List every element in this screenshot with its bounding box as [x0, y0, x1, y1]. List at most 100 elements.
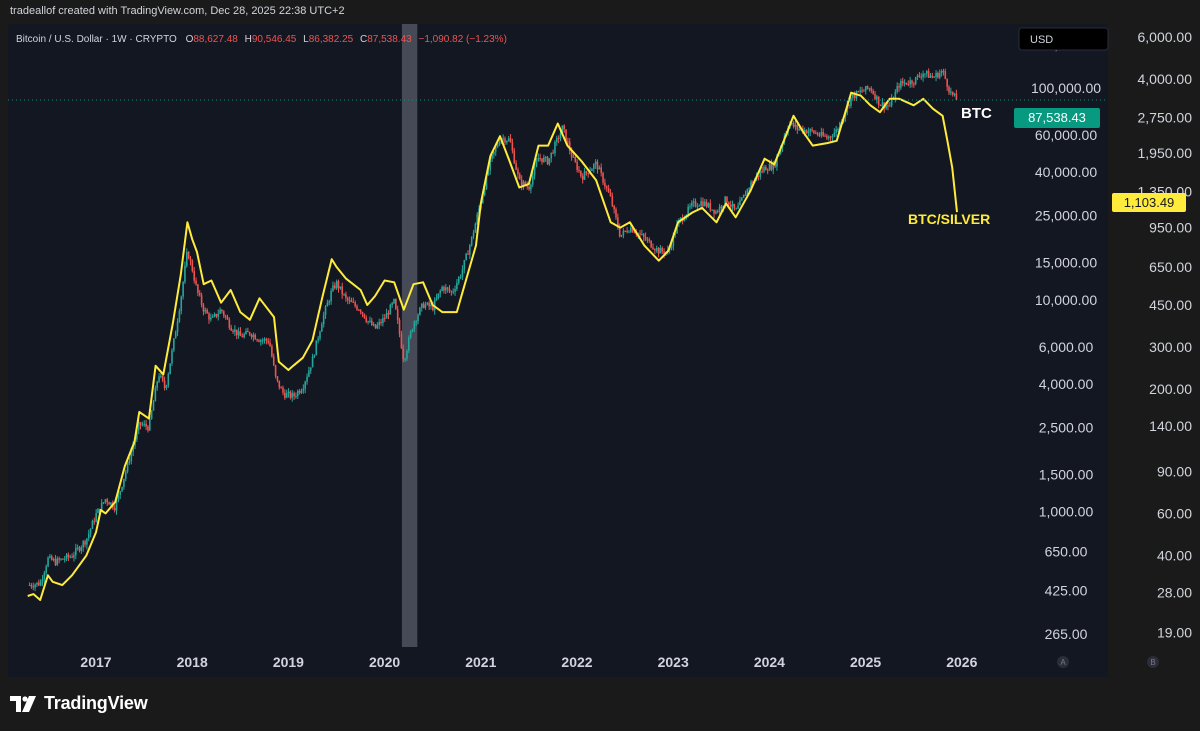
btc-candle-body — [71, 556, 73, 558]
ratio-y-tick-label: 60.00 — [1157, 505, 1192, 521]
btc-candle-body — [942, 70, 945, 72]
btc-candle-body — [711, 209, 713, 211]
btc-candle-body — [731, 203, 734, 207]
btc-candle-body — [167, 374, 170, 386]
btc-candle-body — [487, 170, 490, 175]
plot-area[interactable] — [8, 24, 1108, 677]
btc-candle-body — [285, 393, 288, 398]
right-price-axis[interactable] — [1108, 24, 1200, 677]
btc-price-axis[interactable]: 160,000.00100,000.0060,000.0040,000.0025… — [1031, 37, 1101, 642]
btc-candle-body — [352, 301, 355, 303]
btc-candle-body — [239, 331, 242, 337]
btc-candle-body — [419, 307, 421, 316]
btc-candle-body — [598, 167, 601, 170]
btc-candle-body — [944, 71, 947, 79]
btc-candle-body — [857, 91, 860, 93]
btc-candle-body — [691, 202, 693, 207]
scale-button-a[interactable]: A — [1057, 656, 1069, 668]
btc-candle-body — [694, 201, 697, 207]
btc-candle-body — [324, 306, 327, 315]
btc-candle-body — [713, 209, 715, 214]
btc-candle-body — [740, 197, 743, 201]
btc-candle-body — [539, 157, 541, 159]
btc-candle-body — [89, 528, 92, 534]
btc-candle-body — [465, 253, 467, 261]
time-axis[interactable]: 2017 2018 2019 2020 2021 2022 2023 2024 2025 2026 — [80, 654, 977, 670]
btc-candle-body — [702, 201, 704, 206]
btc-candle-body — [546, 156, 549, 165]
btc-candle-body — [494, 147, 497, 152]
currency-badge[interactable]: USD — [1018, 27, 1109, 51]
btc-candle-body — [903, 82, 906, 84]
btc-candle-body — [739, 200, 741, 206]
btc-candle-body — [247, 330, 249, 333]
btc-candle-body — [931, 75, 934, 78]
btc-candle-body — [148, 418, 151, 431]
btc-candle-body — [204, 309, 207, 312]
btc-candle-body — [872, 90, 874, 94]
btc-candle-body — [396, 309, 399, 321]
chart-credit: tradeallof created with TradingView.com,… — [10, 5, 345, 17]
btc-candle-body — [493, 151, 495, 155]
btc-candle-body — [415, 321, 417, 323]
btc-candle-body — [41, 579, 44, 582]
btc-candle-body — [807, 131, 810, 134]
tradingview-brand[interactable]: TradingView — [10, 693, 148, 714]
high-value: 90,546.45 — [252, 34, 297, 45]
btc-candle-body — [165, 385, 168, 388]
btc-candle-body — [420, 303, 423, 308]
btc-candle-body — [161, 375, 164, 381]
ratio-y-tick-label: 90.00 — [1157, 463, 1192, 479]
btc-candle-body — [182, 282, 184, 297]
btc-candle-body — [84, 541, 86, 545]
btc-candle-body — [54, 559, 57, 565]
btc-candle-body — [395, 298, 397, 310]
btc-candle-body — [909, 80, 911, 85]
brand-name: TradingView — [44, 693, 148, 713]
btc-candle-body — [568, 142, 571, 151]
btc-candle-body — [517, 169, 519, 175]
x-tick-label: 2021 — [465, 654, 496, 670]
btc-candle-body — [313, 355, 316, 357]
btc-candle-body — [267, 340, 269, 343]
btc-candle-body — [287, 391, 290, 394]
btc-candle-body — [439, 290, 442, 294]
btc-candle-body — [263, 338, 266, 341]
ratio-price-axis[interactable]: 6,000.004,000.002,750.001,950.001,350.00… — [1138, 29, 1193, 640]
btc-candle-body — [839, 122, 841, 130]
btc-candle-body — [332, 285, 334, 291]
btc-candle-body — [572, 156, 575, 158]
btc-candle-body — [692, 201, 695, 203]
btc-candle-body — [814, 132, 817, 134]
btc-candle-body — [567, 141, 569, 143]
btc-candle-body — [659, 247, 662, 254]
btc-candle-body — [544, 156, 547, 158]
btc-candle-body — [737, 205, 739, 209]
btc-y-tick-label: 60,000.00 — [1035, 127, 1097, 143]
btc-candle-body — [426, 302, 429, 305]
btc-candle-body — [729, 204, 732, 207]
btc-candle-body — [304, 381, 306, 389]
symbol-label: Bitcoin / U.S. Dollar · 1W · CRYPTO — [16, 34, 177, 45]
btc-candle-body — [496, 144, 499, 148]
btc-candle-body — [559, 132, 562, 139]
btc-candle-body — [524, 181, 527, 186]
btc-candle-body — [365, 318, 368, 322]
btc-candle-body — [226, 316, 229, 320]
btc-candle-body — [385, 313, 388, 319]
btc-candle-body — [43, 572, 46, 580]
scale-button-b[interactable]: B — [1147, 656, 1159, 668]
btc-candle-body — [470, 236, 473, 246]
btc-candle-body — [93, 520, 96, 522]
btc-candle-body — [454, 289, 456, 292]
btc-candle-body — [550, 152, 553, 159]
btc-candle-body — [152, 401, 155, 411]
btc-candle-body — [707, 203, 710, 207]
btc-candle-body — [128, 461, 131, 463]
btc-candle-body — [946, 78, 948, 87]
btc-candle-body — [491, 154, 493, 159]
btc-y-tick-label: 25,000.00 — [1035, 207, 1097, 223]
close-label: C — [360, 34, 367, 45]
x-tick-label: 2026 — [946, 654, 977, 670]
